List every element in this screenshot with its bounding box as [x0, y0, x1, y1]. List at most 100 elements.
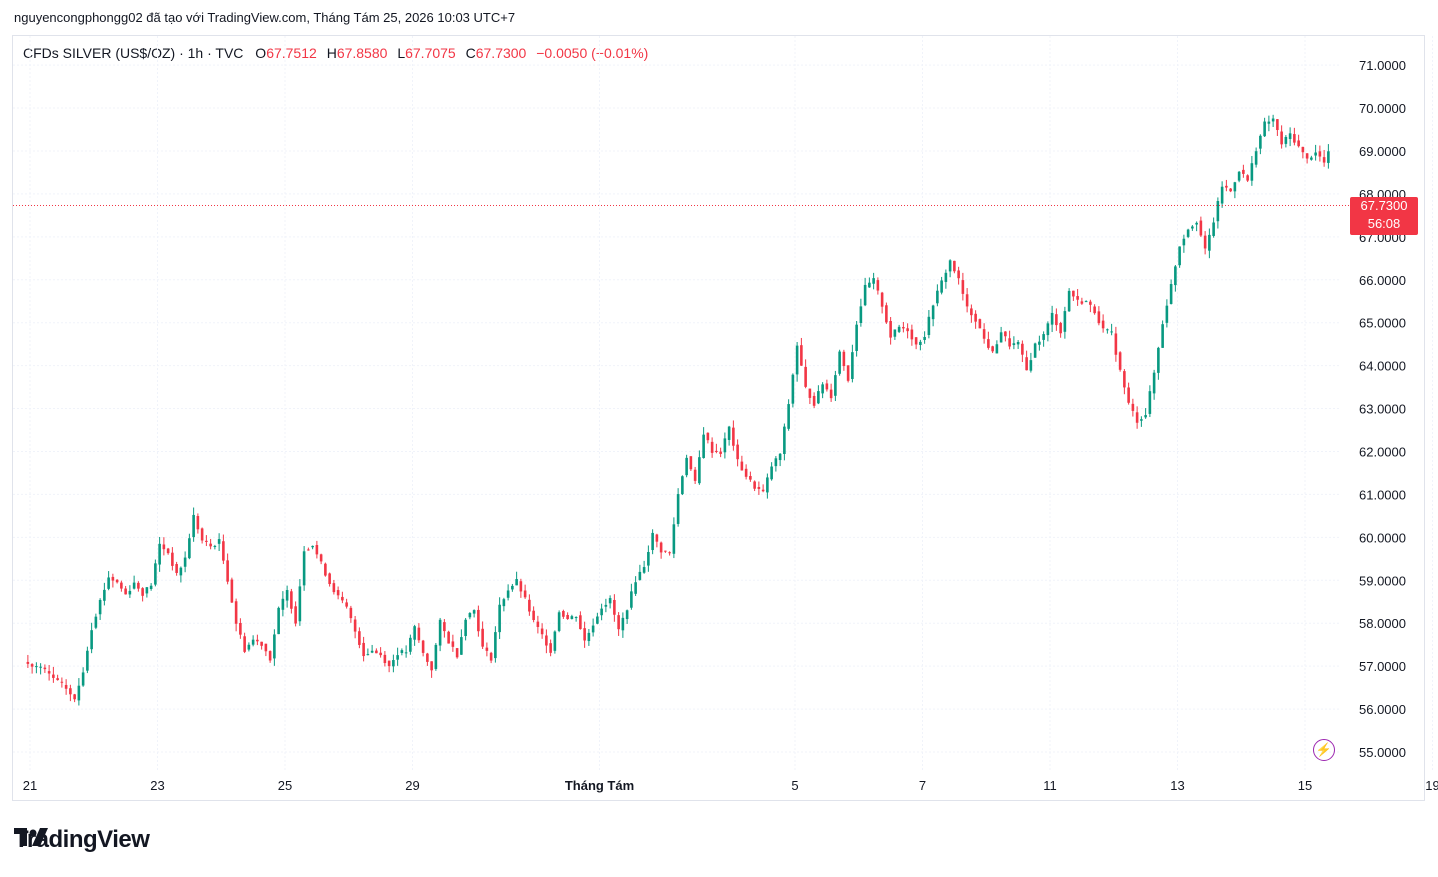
candle [574, 616, 578, 622]
candle [1055, 308, 1058, 331]
candle [69, 684, 72, 702]
candle [1314, 144, 1317, 161]
candle [366, 648, 370, 656]
candle [1259, 134, 1262, 155]
candle [1067, 288, 1071, 312]
candle [324, 562, 327, 577]
x-tick-label: Tháng Tám [565, 778, 634, 793]
chart-frame[interactable] [12, 35, 1425, 801]
candle [846, 365, 850, 383]
close-label: C [465, 45, 476, 61]
candle [821, 382, 824, 399]
candle [681, 475, 684, 496]
candle [1212, 217, 1215, 238]
candle [825, 379, 829, 392]
candle [902, 321, 905, 333]
x-tick-label: 19 [1425, 778, 1438, 793]
candle [608, 595, 612, 609]
tradingview-logo[interactable]: TradingView [14, 826, 150, 854]
candle [421, 639, 425, 657]
candle [90, 622, 93, 654]
candle [778, 453, 782, 467]
candle [859, 298, 863, 327]
candle [141, 587, 144, 602]
candle [43, 664, 47, 673]
candle [132, 575, 136, 590]
candle [880, 291, 884, 314]
y-tick-label: 62.0000 [1359, 444, 1406, 459]
candle [94, 613, 98, 630]
candle [1127, 382, 1130, 405]
candle [596, 612, 599, 625]
candle [761, 484, 765, 493]
candle [791, 373, 795, 408]
candle [1110, 323, 1113, 336]
candle [400, 648, 404, 656]
candle [706, 432, 710, 444]
low-value: 67.7075 [405, 45, 456, 61]
candle [52, 666, 55, 683]
candle [1042, 331, 1045, 347]
candle [906, 323, 909, 339]
candle [481, 621, 484, 649]
candle [540, 623, 544, 639]
candle [498, 597, 501, 640]
candle [124, 585, 127, 595]
price-axis[interactable]: 55.0000 56.0000 57.0000 58.0000 59.0000 60.00… [1359, 58, 1406, 760]
candle [982, 323, 986, 344]
candle [264, 643, 268, 657]
candle [1293, 127, 1296, 146]
x-tick-label: 15 [1298, 778, 1312, 793]
candle [39, 663, 42, 675]
candle [855, 320, 858, 357]
candle [477, 605, 480, 637]
symbol-label[interactable]: CFDs SILVER (US$/OZ) · 1h · TVC [23, 45, 244, 61]
candle [1008, 330, 1011, 350]
candle [56, 674, 59, 681]
candle [1025, 350, 1028, 371]
candle [222, 534, 225, 565]
candle [876, 277, 880, 295]
candle [1016, 340, 1020, 349]
candle [1144, 408, 1147, 419]
candle [1225, 179, 1228, 192]
y-tick-label: 71.0000 [1359, 58, 1406, 73]
candle [120, 580, 123, 592]
candle [1271, 114, 1275, 127]
candle [1276, 119, 1279, 136]
candle [545, 629, 548, 654]
candle [1322, 149, 1326, 167]
candle [183, 551, 187, 573]
candle [315, 540, 319, 559]
candle [744, 464, 748, 480]
candle [553, 630, 557, 654]
candle [957, 266, 960, 285]
candle [727, 425, 731, 446]
candle [1267, 115, 1271, 132]
candle [1246, 174, 1249, 183]
candle [115, 579, 119, 584]
lightning-icon[interactable]: ⚡ [1313, 739, 1335, 761]
candle [332, 579, 336, 595]
y-tick-label: 70.0000 [1359, 101, 1406, 116]
candle [893, 329, 897, 340]
candle [166, 547, 170, 555]
candle [319, 553, 323, 565]
candle [86, 646, 89, 674]
candle [812, 392, 816, 409]
candle [804, 359, 807, 389]
candle [1123, 369, 1126, 395]
candle [974, 310, 977, 329]
candle [923, 331, 926, 344]
x-tick-label: 23 [150, 778, 164, 793]
candle [328, 572, 331, 587]
candle [842, 349, 846, 371]
candle [625, 609, 629, 624]
candle [1165, 299, 1169, 328]
candle [1169, 279, 1173, 305]
x-tick-label: 25 [278, 778, 292, 793]
candle [1114, 326, 1118, 362]
candle [944, 269, 948, 289]
